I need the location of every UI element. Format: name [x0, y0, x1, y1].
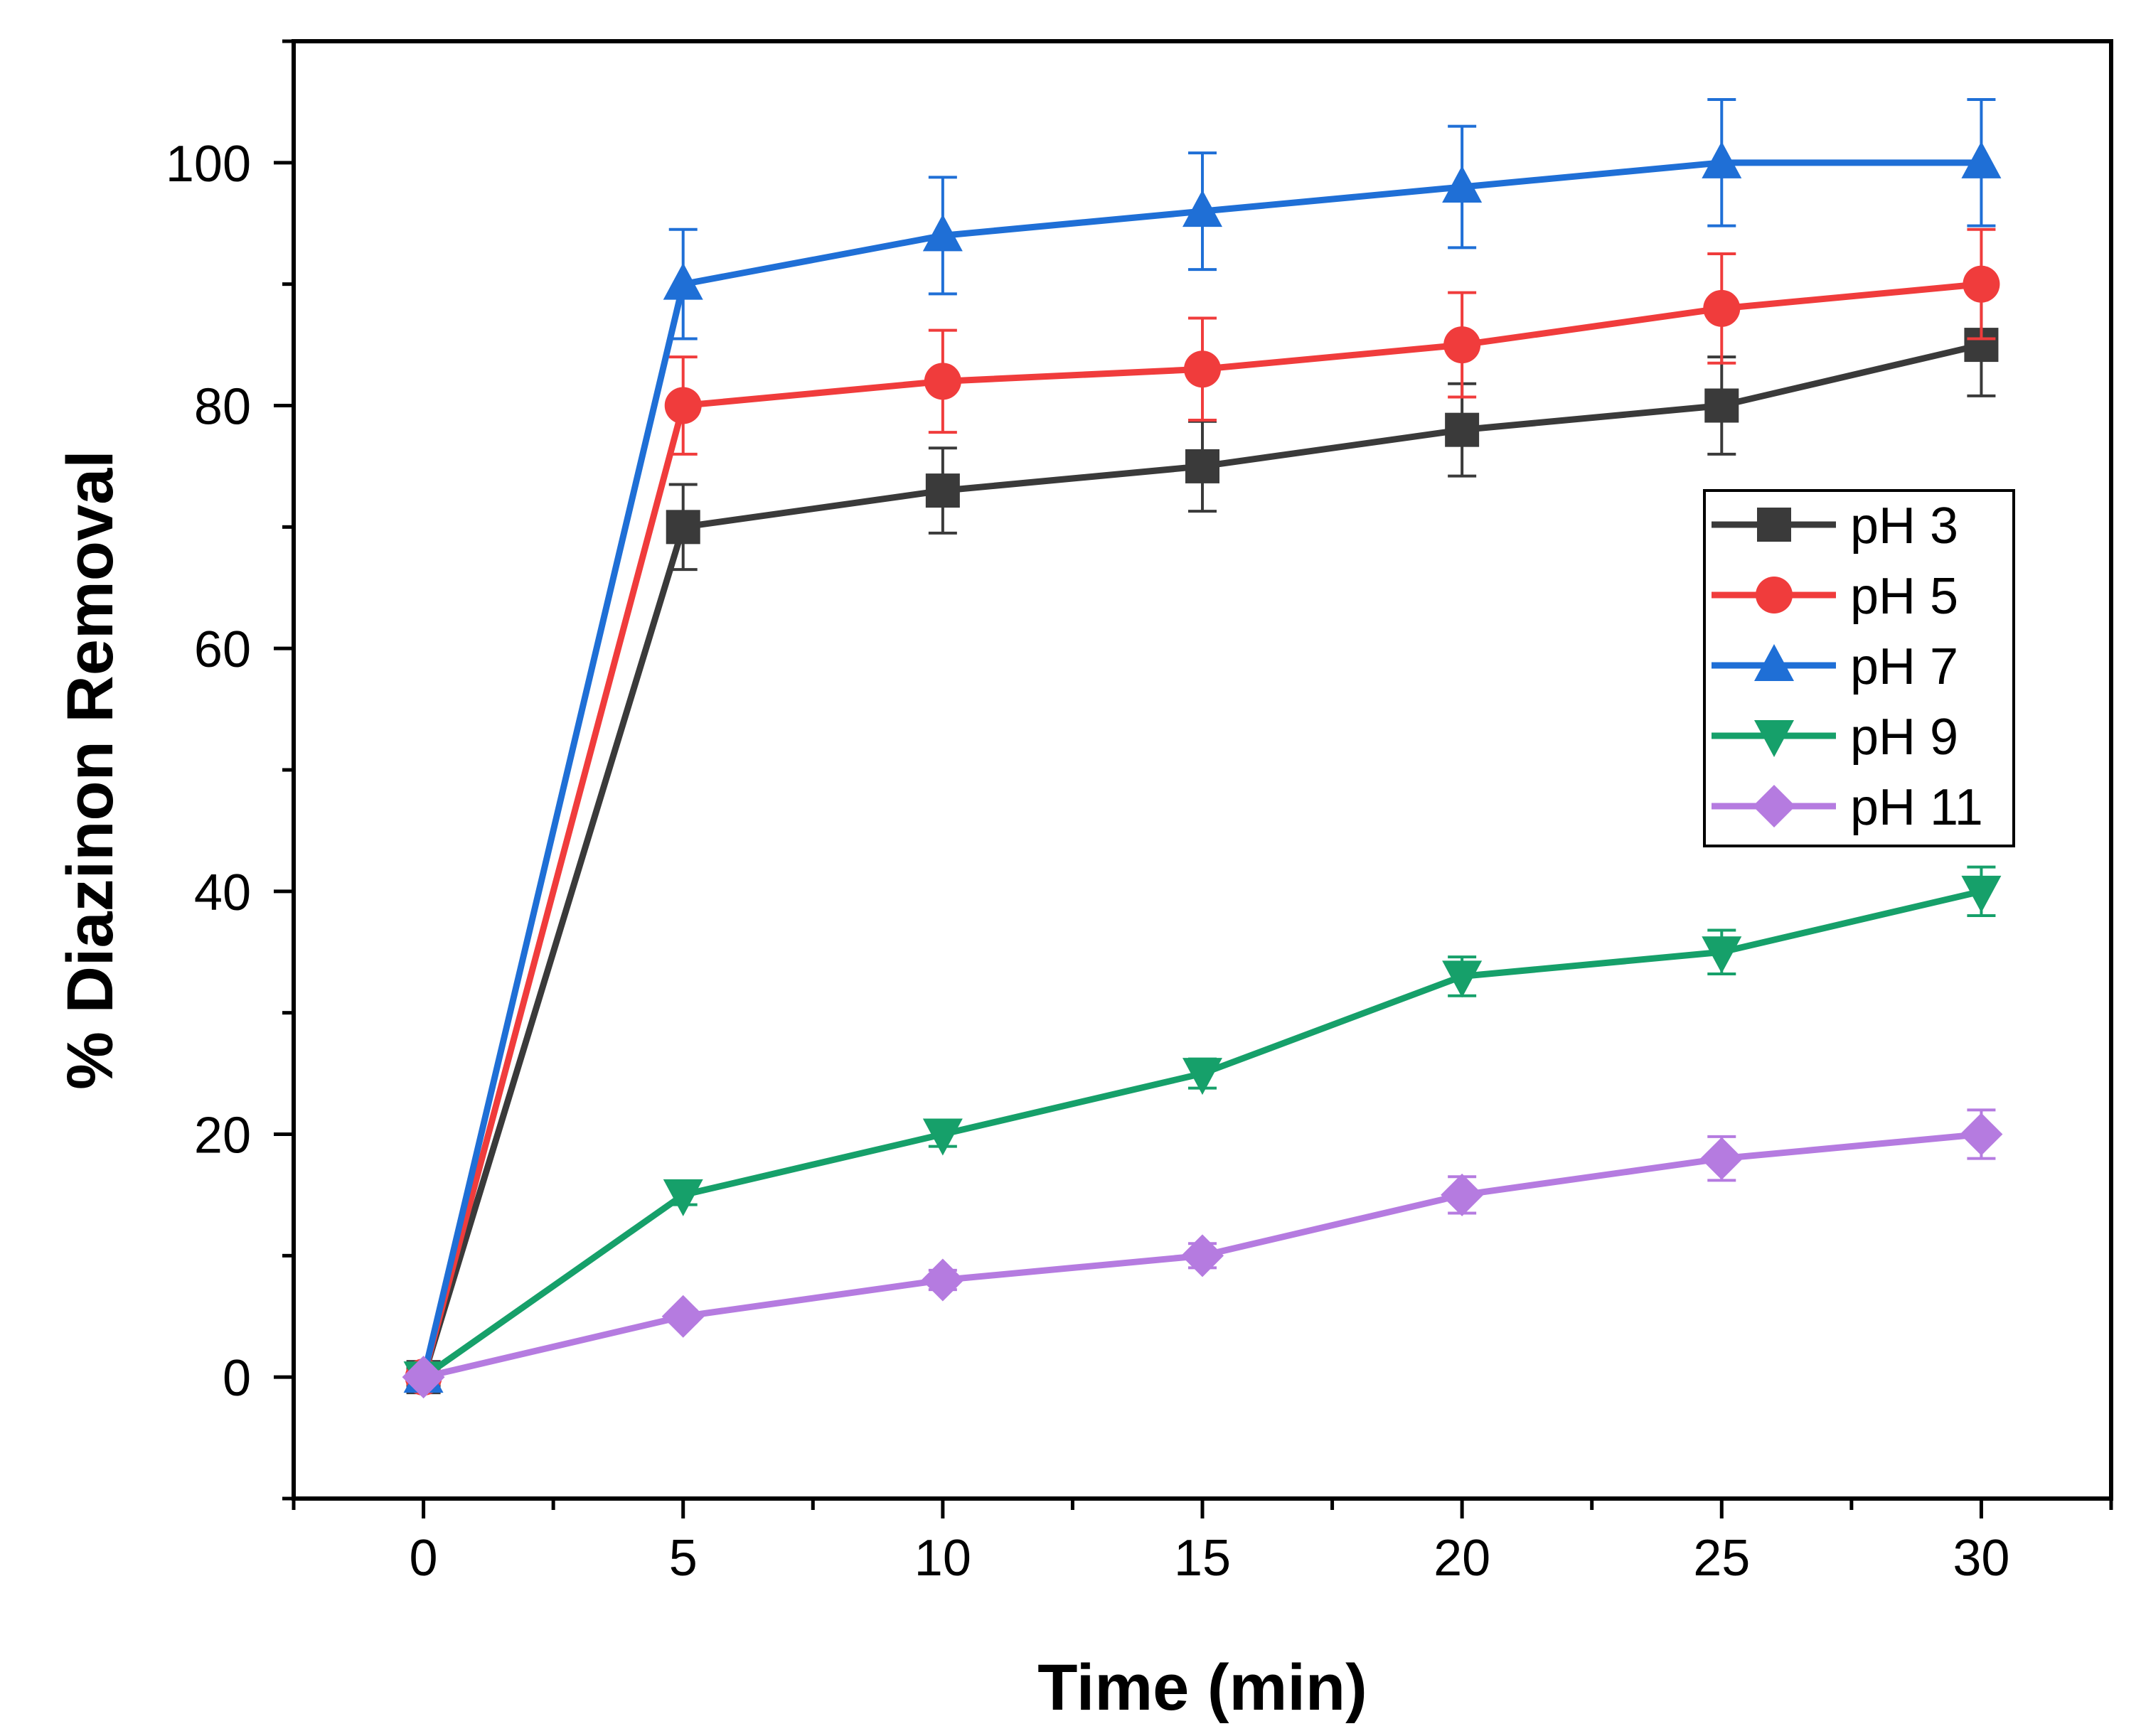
data-point: [1445, 412, 1480, 447]
legend: pH 3 pH 5 pH 7 pH 9 pH 11: [1703, 489, 2015, 847]
series-ph-5: [405, 227, 2000, 1396]
series-ph-11: [402, 1108, 2003, 1399]
data-point: [1702, 141, 1742, 178]
x-tick-label: 30: [1953, 1530, 2009, 1587]
legend-marker: [1753, 785, 1795, 827]
series-ph-9: [403, 865, 2002, 1399]
data-point: [1181, 1234, 1224, 1277]
data-point: [661, 1295, 705, 1338]
data-point: [1961, 141, 2002, 178]
axis-ticks: 0 5 10 15 20 25 30 0 20 40 60 80 100: [166, 39, 2113, 1587]
legend-label: pH 5: [1850, 568, 1958, 625]
data-point: [1182, 190, 1222, 227]
y-tick-label: 20: [194, 1108, 251, 1164]
x-tick-label: 25: [1693, 1530, 1750, 1587]
data-point: [666, 510, 700, 545]
legend-label: pH 3: [1850, 498, 1958, 554]
data-point: [1960, 1113, 2003, 1156]
data-point: [1961, 875, 2002, 913]
legend-marker: [1757, 508, 1791, 542]
data-point: [922, 214, 963, 252]
legend-label: pH 11: [1850, 779, 1983, 836]
data-point: [1185, 449, 1219, 483]
data-point: [1704, 388, 1739, 423]
x-tick-label: 5: [669, 1530, 698, 1587]
y-tick-label: 80: [194, 379, 251, 436]
data-point: [925, 473, 960, 508]
data-point: [1703, 289, 1741, 327]
data-point: [663, 262, 703, 300]
data-point: [1700, 1137, 1744, 1180]
x-tick-label: 0: [410, 1530, 438, 1587]
data-point: [664, 387, 702, 424]
data-point: [921, 1258, 964, 1302]
legend-marker: [1756, 577, 1793, 614]
y-tick-label: 60: [194, 621, 251, 678]
data-point: [1443, 326, 1481, 364]
y-tick-label: 40: [194, 864, 251, 921]
data-point: [1963, 265, 2000, 303]
data-point: [1182, 1058, 1222, 1095]
y-axis-title: % Diazinon Removal: [54, 450, 127, 1090]
data-point: [1441, 1173, 1484, 1216]
series-ph-7: [403, 98, 2002, 1393]
series-line: [421, 888, 1982, 1380]
legend-marker: [1754, 644, 1794, 681]
data-point: [1184, 350, 1221, 388]
data-point: [924, 363, 961, 400]
x-tick-label: 15: [1174, 1530, 1231, 1587]
x-tick-label: 10: [914, 1530, 971, 1587]
data-point: [402, 1356, 445, 1399]
legend-marker: [1754, 720, 1794, 757]
x-axis-title: Time (min): [1037, 1651, 1367, 1724]
data-point: [1442, 960, 1483, 998]
data-point: [663, 1179, 703, 1216]
y-tick-label: 0: [223, 1350, 251, 1407]
data-point: [1442, 166, 1483, 203]
legend-label: pH 9: [1850, 709, 1958, 766]
y-tick-label: 100: [166, 136, 251, 193]
series-layer: [402, 98, 2003, 1399]
data-point: [1702, 936, 1742, 974]
data-point: [922, 1118, 963, 1156]
x-tick-label: 20: [1433, 1530, 1490, 1587]
legend-label: pH 7: [1850, 638, 1958, 695]
